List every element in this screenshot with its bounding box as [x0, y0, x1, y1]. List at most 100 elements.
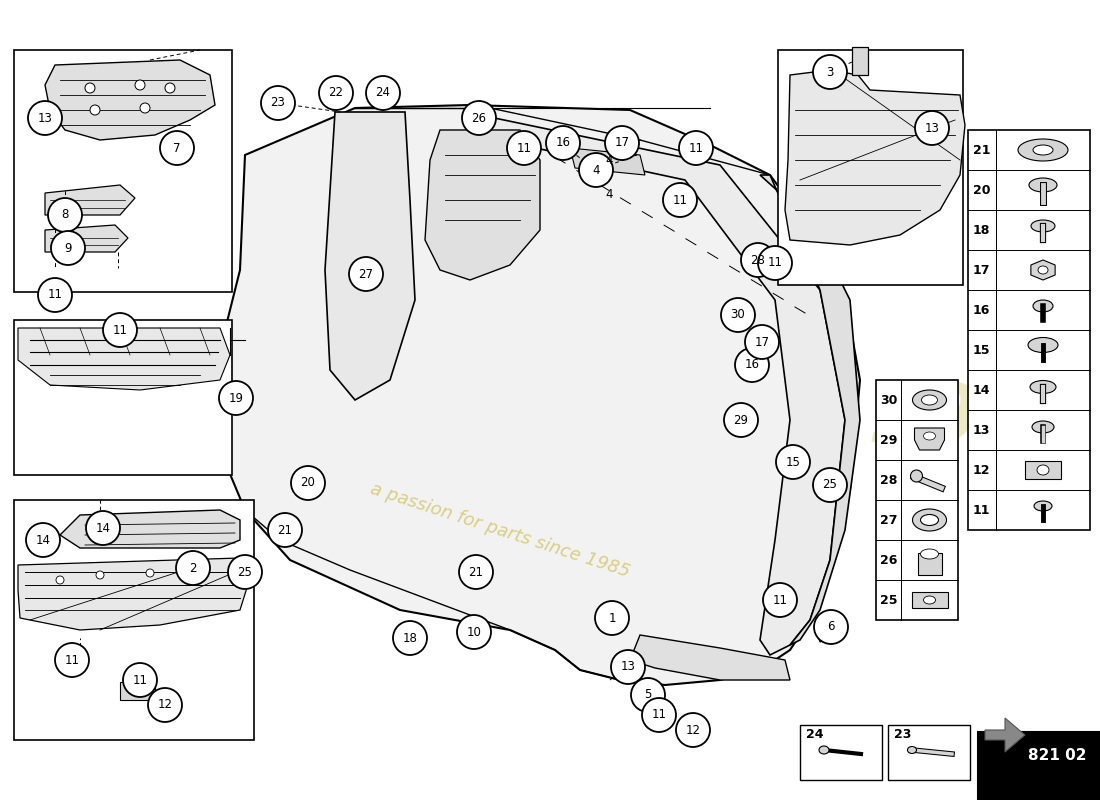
Text: 3: 3: [826, 66, 834, 78]
Circle shape: [642, 698, 676, 732]
Text: 11: 11: [974, 503, 990, 517]
Text: 23: 23: [271, 97, 285, 110]
Polygon shape: [324, 112, 415, 400]
Circle shape: [28, 101, 62, 135]
Text: 12: 12: [157, 698, 173, 711]
Circle shape: [720, 298, 755, 332]
Text: 16: 16: [974, 303, 990, 317]
Circle shape: [103, 313, 138, 347]
Text: 17: 17: [755, 335, 770, 349]
Circle shape: [366, 76, 400, 110]
Ellipse shape: [913, 390, 946, 410]
Ellipse shape: [1028, 338, 1058, 353]
Polygon shape: [425, 130, 540, 280]
Polygon shape: [984, 718, 1025, 752]
Ellipse shape: [921, 549, 938, 559]
Text: 4: 4: [605, 154, 613, 166]
Ellipse shape: [924, 432, 935, 440]
Text: 14: 14: [974, 383, 990, 397]
Text: 1985: 1985: [868, 381, 1092, 459]
Circle shape: [507, 131, 541, 165]
Circle shape: [631, 678, 666, 712]
Bar: [800, 725, 882, 780]
Text: 18: 18: [974, 223, 990, 237]
Bar: [14, 320, 232, 475]
Text: 27: 27: [359, 267, 374, 281]
Circle shape: [85, 83, 95, 93]
Circle shape: [261, 86, 295, 120]
Text: 30: 30: [730, 309, 746, 322]
Text: 4: 4: [605, 189, 613, 202]
Text: 2: 2: [189, 562, 197, 574]
Bar: [778, 50, 962, 285]
Circle shape: [96, 571, 104, 579]
Bar: [14, 50, 232, 292]
Polygon shape: [45, 60, 214, 140]
Ellipse shape: [911, 470, 923, 482]
Circle shape: [48, 198, 82, 232]
Text: 12: 12: [685, 723, 701, 737]
Circle shape: [813, 55, 847, 89]
Circle shape: [676, 713, 710, 747]
Bar: [917, 553, 942, 575]
Circle shape: [292, 466, 324, 500]
Circle shape: [595, 601, 629, 635]
Text: 26: 26: [880, 554, 898, 566]
Text: 13: 13: [37, 111, 53, 125]
Text: 12: 12: [974, 463, 990, 477]
Ellipse shape: [922, 395, 937, 405]
Text: 24: 24: [806, 729, 824, 742]
Circle shape: [813, 468, 847, 502]
Text: 16: 16: [745, 358, 759, 371]
Text: 15: 15: [785, 455, 801, 469]
Text: 11: 11: [689, 142, 704, 154]
Text: 11: 11: [768, 257, 782, 270]
Text: 11: 11: [47, 289, 63, 302]
Text: 25: 25: [880, 594, 898, 606]
Text: 17: 17: [974, 263, 990, 277]
Polygon shape: [45, 225, 128, 252]
Circle shape: [268, 513, 302, 547]
Text: 23: 23: [894, 729, 912, 742]
Circle shape: [610, 650, 645, 684]
Text: 20: 20: [300, 477, 316, 490]
Circle shape: [56, 576, 64, 584]
Text: 18: 18: [403, 631, 417, 645]
Ellipse shape: [1038, 266, 1048, 274]
Text: 21: 21: [974, 143, 990, 157]
Ellipse shape: [1034, 501, 1052, 511]
Polygon shape: [228, 388, 252, 405]
Bar: [978, 732, 1100, 800]
Ellipse shape: [1018, 139, 1068, 161]
Text: 25: 25: [823, 478, 837, 491]
Circle shape: [228, 555, 262, 589]
Ellipse shape: [1033, 300, 1053, 312]
Circle shape: [745, 325, 779, 359]
Text: 11: 11: [132, 674, 147, 686]
Circle shape: [393, 621, 427, 655]
Ellipse shape: [1037, 465, 1049, 475]
Circle shape: [148, 688, 182, 722]
Text: 13: 13: [974, 423, 990, 437]
Ellipse shape: [1030, 381, 1056, 394]
Text: 11: 11: [112, 323, 128, 337]
Circle shape: [663, 183, 697, 217]
Circle shape: [763, 583, 798, 617]
Polygon shape: [815, 622, 840, 642]
Text: 21: 21: [277, 523, 293, 537]
Circle shape: [462, 101, 496, 135]
Circle shape: [459, 555, 493, 589]
Circle shape: [735, 348, 769, 382]
Circle shape: [814, 610, 848, 644]
Circle shape: [55, 643, 89, 677]
Polygon shape: [18, 328, 230, 390]
Text: 20: 20: [974, 183, 990, 197]
Text: 28: 28: [750, 254, 766, 266]
Circle shape: [758, 246, 792, 280]
Bar: [968, 130, 1090, 530]
Text: 14: 14: [35, 534, 51, 546]
Ellipse shape: [1033, 145, 1053, 155]
Text: 7: 7: [174, 142, 180, 154]
Circle shape: [319, 76, 353, 110]
Circle shape: [140, 103, 150, 113]
